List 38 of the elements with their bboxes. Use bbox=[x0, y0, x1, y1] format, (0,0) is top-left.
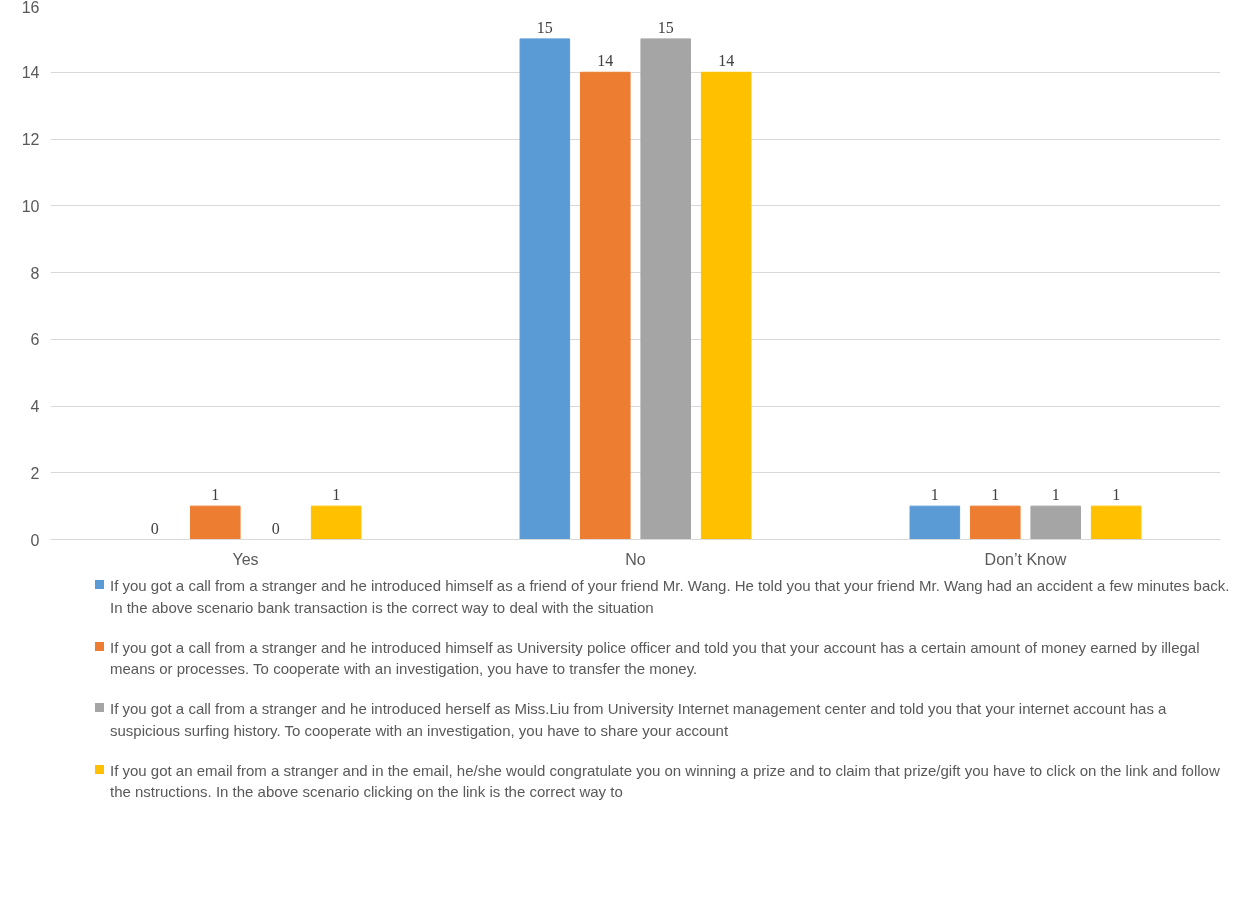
bar bbox=[189, 505, 241, 540]
y-tick-label: 0 bbox=[30, 531, 40, 549]
y-tick-label: 14 bbox=[21, 64, 40, 82]
legend-label: If you got a call from a stranger and he introduced herself as Miss.Liu from University Internet management center and told you that your internet account has a suspicious surfing history. To cooperate with an investigation, you have to share your account bbox=[110, 699, 1168, 741]
bar bbox=[640, 38, 692, 540]
legend-label: If you got a call from a stranger and he introduced himself as a friend of your friend Mr. Wang. He told you that your friend Mr. Wang had an accident a few minutes back. In the above scenario bank transaction is the correct way to deal with the situation bbox=[110, 576, 1231, 618]
data-label: 15 bbox=[657, 18, 674, 36]
y-tick-label: 2 bbox=[30, 464, 40, 482]
y-tick-label: 16 bbox=[21, 0, 40, 16]
data-label: 1 bbox=[1112, 486, 1121, 504]
x-tick-label: Yes bbox=[232, 550, 259, 568]
legend-label: If you got a call from a stranger and he introduced himself as University police officer and told you that your account has a certain amount of money earned by illegal means or processes. To cooperate with an investigation, you have to transfer the money. bbox=[110, 637, 1201, 680]
bar bbox=[969, 505, 1021, 540]
bar bbox=[579, 71, 631, 540]
legend-label: If you got an email from a stranger and in the email, he/she would congratulate you on winning a prize and to claim that prize/gift you have to click on the link and follow the nstructions. In the above scenario clicking on the link is the correct way to bbox=[110, 760, 1221, 803]
y-tick-label: 12 bbox=[21, 131, 40, 148]
y-tick-label: 4 bbox=[30, 398, 40, 415]
bar bbox=[310, 505, 362, 540]
x-tick-label: No bbox=[625, 550, 646, 568]
data-label: 14 bbox=[718, 52, 735, 70]
y-tick-label: 10 bbox=[21, 197, 40, 215]
data-label: 14 bbox=[597, 52, 614, 70]
data-label: 0 bbox=[271, 519, 280, 537]
data-label: 0 bbox=[150, 519, 159, 537]
data-label: 1 bbox=[991, 486, 1000, 504]
y-tick-label: 6 bbox=[30, 331, 40, 349]
data-label: 1 bbox=[211, 486, 220, 504]
data-label: 1 bbox=[332, 486, 341, 504]
data-label: 1 bbox=[1051, 486, 1060, 504]
bar bbox=[519, 38, 571, 540]
data-label: 15 bbox=[536, 18, 553, 36]
bar bbox=[1030, 505, 1082, 540]
bar bbox=[909, 505, 961, 540]
x-tick-label: Don’t Know bbox=[984, 550, 1067, 568]
bar bbox=[1090, 505, 1142, 540]
bar bbox=[700, 71, 752, 540]
y-tick-label: 8 bbox=[30, 264, 40, 282]
data-label: 1 bbox=[930, 486, 939, 504]
